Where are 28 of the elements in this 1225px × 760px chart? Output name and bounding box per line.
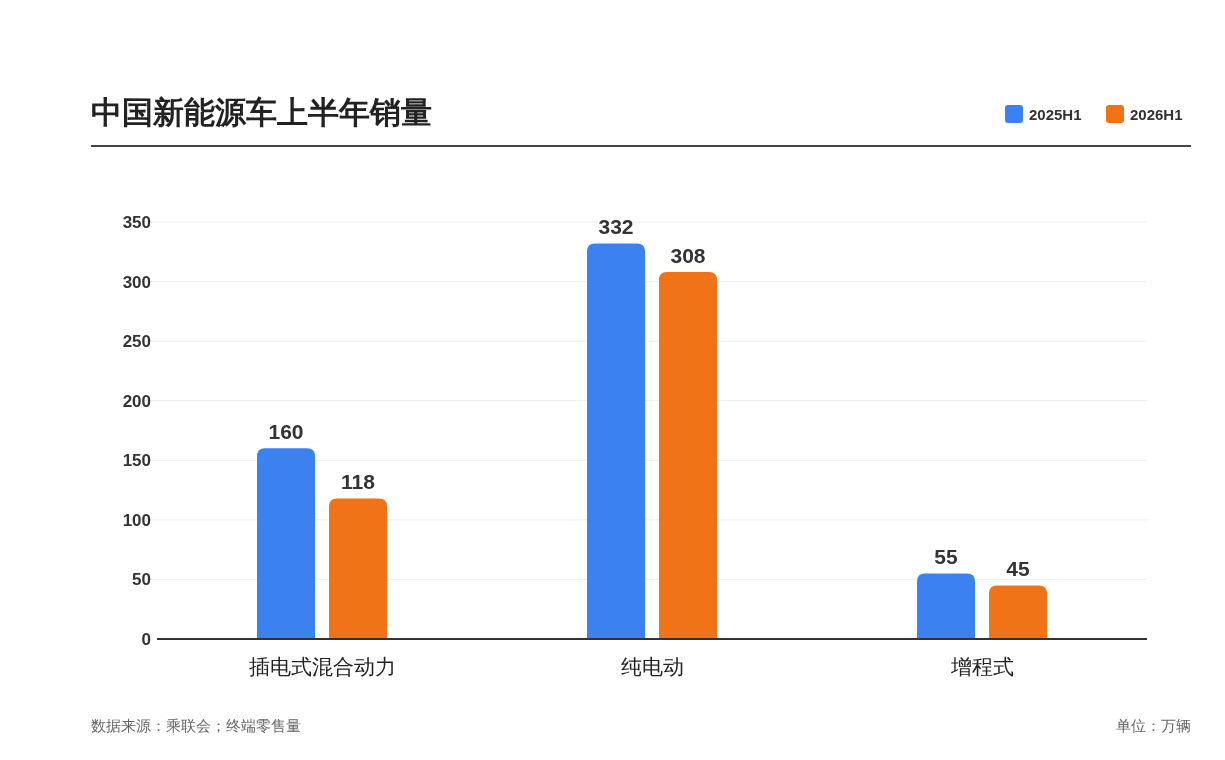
y-tick-label: 200 (122, 391, 151, 411)
data-label: 332 (598, 215, 634, 239)
data-label: 160 (268, 420, 304, 444)
x-tick-label: 插电式混合动力 (248, 655, 396, 678)
bar (917, 573, 975, 639)
chart-title: 中国新能源车上半年销量 (91, 95, 432, 130)
data-label: 45 (1006, 557, 1030, 581)
data-label: 55 (934, 545, 958, 569)
y-tick-label: 0 (141, 630, 151, 649)
bar (587, 243, 645, 639)
bar (329, 498, 387, 639)
y-tick-label: 350 (122, 213, 151, 232)
x-tick-label: 纯电动 (620, 655, 684, 678)
bar (989, 585, 1047, 639)
y-tick-label: 100 (122, 510, 151, 530)
text: 单位：万辆 (1116, 717, 1191, 734)
legend-label: 2025H1 (1029, 106, 1082, 123)
y-tick-label: 50 (132, 570, 151, 590)
data-label: 118 (341, 470, 376, 494)
y-tick-label: 300 (122, 272, 151, 292)
y-tick-label: 250 (122, 332, 151, 352)
bar (659, 272, 717, 639)
source-note: 数据来源：乘联会；终端零售量 (91, 717, 301, 734)
y-tick-label: 150 (122, 451, 151, 471)
data-label: 308 (670, 244, 706, 268)
bar (257, 448, 315, 639)
x-tick-label: 增程式 (949, 655, 1014, 678)
legend-label: 2026H1 (1130, 106, 1183, 123)
